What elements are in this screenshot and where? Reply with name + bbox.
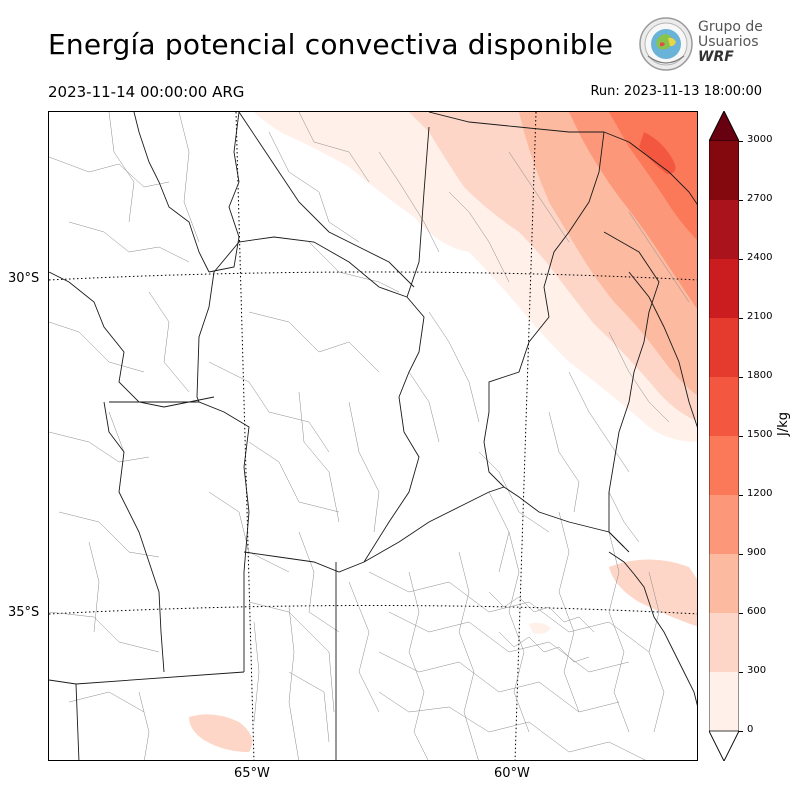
- border-uruguay-river: [628, 271, 697, 428]
- border-cordoba-east: [363, 296, 425, 563]
- logo-line-3: WRF: [698, 49, 734, 65]
- cape-patch-east: [609, 559, 697, 627]
- border-santafe-east: [483, 131, 630, 553]
- lon-line-65w: [235, 112, 255, 760]
- colorbar-band: [709, 200, 739, 259]
- cape-band-1500-1800: [639, 132, 676, 174]
- colorbar-tick-label: 2100: [747, 311, 773, 322]
- colorbar-tick-mark: [739, 436, 743, 437]
- colorbar-tick-label: 1500: [747, 429, 773, 440]
- colorbar-tick-label: 1800: [747, 370, 773, 381]
- lat-line-35s: [49, 605, 697, 615]
- graticule: [49, 112, 697, 760]
- run-time: Run: 2023-11-13 18:00:00: [590, 84, 762, 99]
- colorbar-tick-mark: [739, 731, 743, 732]
- cape-patch-south: [189, 714, 253, 752]
- colorbar-band: [709, 554, 739, 613]
- border-lapampa-north: [49, 671, 245, 685]
- border-cordoba-west: [196, 271, 215, 403]
- colorbar-tick-mark: [739, 554, 743, 555]
- lon-line-60w: [514, 112, 537, 760]
- lon-label-60w: 60°W: [494, 766, 530, 781]
- colorbar-tick-label: 900: [747, 547, 767, 558]
- colorbar-band: [709, 613, 739, 672]
- colorbar-band: [709, 377, 739, 436]
- coastline-rio-de-la-plata: [608, 551, 697, 706]
- colorbar-band: [709, 318, 739, 377]
- border-catamarca: [133, 112, 210, 273]
- colorbar-band: [709, 672, 739, 731]
- globe-icon: [639, 17, 693, 71]
- border-tucuman: [208, 112, 240, 273]
- colorbar-under-triangle: [709, 730, 739, 761]
- border-mendoza: [103, 401, 165, 673]
- map-canvas: [49, 112, 697, 760]
- lat-line-30s: [49, 271, 697, 281]
- colorbar-tick-label: 0: [747, 724, 754, 735]
- logo-line-2: Usuarios: [698, 34, 759, 50]
- colorbar-tick-label: 2400: [747, 252, 773, 263]
- border-santiago-west: [238, 112, 415, 288]
- border-entre-rios: [603, 231, 660, 548]
- colorbar-tick-label: 300: [747, 665, 767, 676]
- colorbar-unit: J/kg: [776, 412, 791, 436]
- border-santafe-south: [363, 486, 505, 563]
- colorbar-tick-mark: [739, 318, 743, 319]
- border-santafe-west: [406, 126, 430, 298]
- border-lapampa-west: [75, 683, 80, 760]
- chart-title: Energía potencial convectiva disponible: [48, 28, 614, 61]
- lon-label-65w: 65°W: [234, 766, 270, 781]
- department-boundaries: [49, 112, 690, 760]
- wrf-logo: Grupo de Usuarios WRF: [638, 14, 768, 74]
- colorbar-tick-mark: [739, 141, 743, 142]
- border-cordoba-south: [243, 551, 365, 573]
- colorbar-tick-mark: [739, 613, 743, 614]
- border-santafe-north: [428, 112, 604, 133]
- logo-line-1: Grupo de: [698, 19, 763, 35]
- cape-patch-small: [529, 622, 551, 634]
- colorbar-band: [709, 259, 739, 318]
- lat-label-35s: 35°S: [8, 605, 40, 620]
- colorbar-tick-mark: [739, 259, 743, 260]
- colorbar-tick-label: 600: [747, 606, 767, 617]
- colorbar-band: [709, 436, 739, 495]
- colorbar-tick-label: 2700: [747, 193, 773, 204]
- colorbar-tick-label: 3000: [747, 134, 773, 145]
- colorbar: [709, 111, 739, 761]
- colorbar-tick-mark: [739, 672, 743, 673]
- province-boundaries: [49, 112, 697, 760]
- colorbar-over-triangle: [709, 111, 739, 142]
- border-corrientes: [603, 131, 697, 205]
- map-panel: [48, 111, 698, 761]
- colorbar-tick-mark: [739, 377, 743, 378]
- colorbar-band: [709, 495, 739, 554]
- border-sanluis: [109, 401, 250, 672]
- colorbar-tick-mark: [739, 495, 743, 496]
- colorbar-tick-label: 1200: [747, 488, 773, 499]
- valid-time: 2023-11-14 00:00:00 ARG: [48, 83, 245, 101]
- lat-label-30s: 30°S: [8, 271, 40, 286]
- border-west: [49, 271, 215, 408]
- colorbar-tick-mark: [739, 200, 743, 201]
- cape-shading: [189, 112, 697, 752]
- colorbar-band: [709, 141, 739, 200]
- border-cordoba-north: [213, 236, 408, 298]
